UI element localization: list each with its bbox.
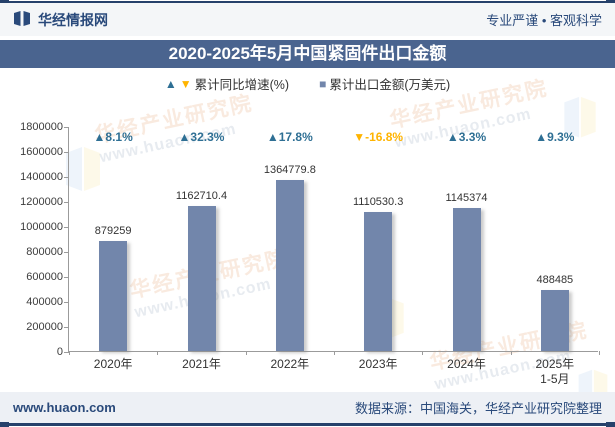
chart-legend: ▲ ▼ 累计同比增速(%) ■ 累计出口金额(万美元) (0, 74, 615, 93)
top-border (0, 0, 615, 5)
footer-source: 数据来源：中国海关，华经产业研究院整理 (354, 401, 602, 416)
bar-value-label: 1364779.8 (263, 164, 316, 177)
y-axis-label: 600000 (26, 271, 63, 283)
bar[interactable] (364, 212, 393, 351)
legend-square-icon: ■ (319, 76, 327, 91)
growth-label: ▲32.3% (178, 130, 225, 144)
y-axis-tick (64, 227, 69, 228)
x-axis-category-label: 2021年 (182, 357, 221, 371)
legend-down-triangle-icon: ▼ (179, 76, 192, 91)
y-axis-label: 400000 (26, 296, 63, 308)
x-axis-tick (422, 351, 423, 355)
y-axis-tick (64, 302, 69, 303)
y-axis-label: 1800000 (20, 121, 63, 133)
x-axis-category-label: 2023年 (358, 357, 398, 371)
y-axis-tick (64, 127, 69, 128)
x-axis-tick (157, 351, 158, 355)
y-axis-label: 800000 (26, 246, 63, 258)
y-axis-tick (64, 327, 69, 328)
x-axis-category-label: 2022年 (270, 357, 310, 371)
brand[interactable]: 华经情报网 (13, 10, 108, 30)
y-axis-tick (64, 277, 69, 278)
bottom-border (0, 422, 615, 427)
bar[interactable] (99, 241, 128, 351)
y-axis-label: 200000 (26, 321, 63, 333)
y-axis-tick (64, 252, 69, 253)
header-slogan: 专业严谨 • 客观科学 (486, 13, 602, 28)
y-axis-tick (64, 152, 69, 153)
growth-label: ▲3.3% (446, 130, 487, 144)
x-axis-tick (599, 351, 600, 355)
legend-amount-label: 累计出口金额(万美元) (329, 78, 451, 92)
bar[interactable] (540, 289, 569, 351)
brand-name: 华经情报网 (38, 11, 108, 28)
y-axis-tick (64, 352, 69, 353)
page-footer: www.huaon.com 数据来源：中国海关，华经产业研究院整理 (0, 392, 615, 423)
footer-site-link[interactable]: www.huaon.com (13, 400, 116, 415)
bar[interactable] (187, 205, 216, 351)
legend-growth-label: 累计同比增速(%) (194, 78, 290, 92)
x-axis-category-label: 2020年 (93, 357, 133, 371)
y-axis-label: 0 (56, 346, 63, 358)
growth-label: ▼-16.8% (353, 130, 404, 144)
y-axis-label: 1000000 (20, 221, 63, 233)
x-axis-category-label: 2025年 1-5月 (535, 357, 575, 386)
y-axis-tick (64, 177, 69, 178)
y-axis-label: 1200000 (20, 196, 63, 208)
bar[interactable] (275, 180, 304, 351)
chart-title: 2020-2025年5月中国紧固件出口金额 (0, 40, 615, 68)
growth-label: ▲9.3% (535, 130, 575, 144)
bar-value-label: 1110530.3 (352, 196, 404, 209)
bar[interactable] (452, 207, 481, 351)
bar-value-label: 1162710.4 (175, 189, 228, 202)
growth-label: ▲17.8% (266, 130, 313, 144)
x-axis-tick (246, 351, 247, 355)
bar-value-label: 1145374 (445, 191, 488, 204)
site-header: 华经情报网 专业严谨 • 客观科学 (0, 3, 615, 36)
y-axis-label: 1600000 (20, 146, 63, 158)
bar-value-label: 488485 (536, 273, 574, 286)
legend-amount[interactable]: ■ 累计出口金额(万美元) (319, 74, 450, 93)
x-axis-tick (511, 351, 512, 355)
brand-logo-icon (13, 10, 31, 29)
x-axis-tick (334, 351, 335, 355)
y-axis-label: 1400000 (20, 171, 63, 183)
bar-value-label: 879259 (94, 225, 132, 238)
x-axis-tick (69, 351, 70, 355)
x-axis-category-label: 2024年 (447, 357, 486, 371)
legend-up-triangle-icon: ▲ (164, 76, 177, 91)
legend-growth[interactable]: ▲ ▼ 累计同比增速(%) (165, 74, 289, 93)
growth-label: ▲8.1% (93, 130, 133, 144)
plot-area: 0 200000 400000 600000 800000 1000000 1200000 1… (20, 121, 600, 386)
y-axis-tick (64, 202, 69, 203)
